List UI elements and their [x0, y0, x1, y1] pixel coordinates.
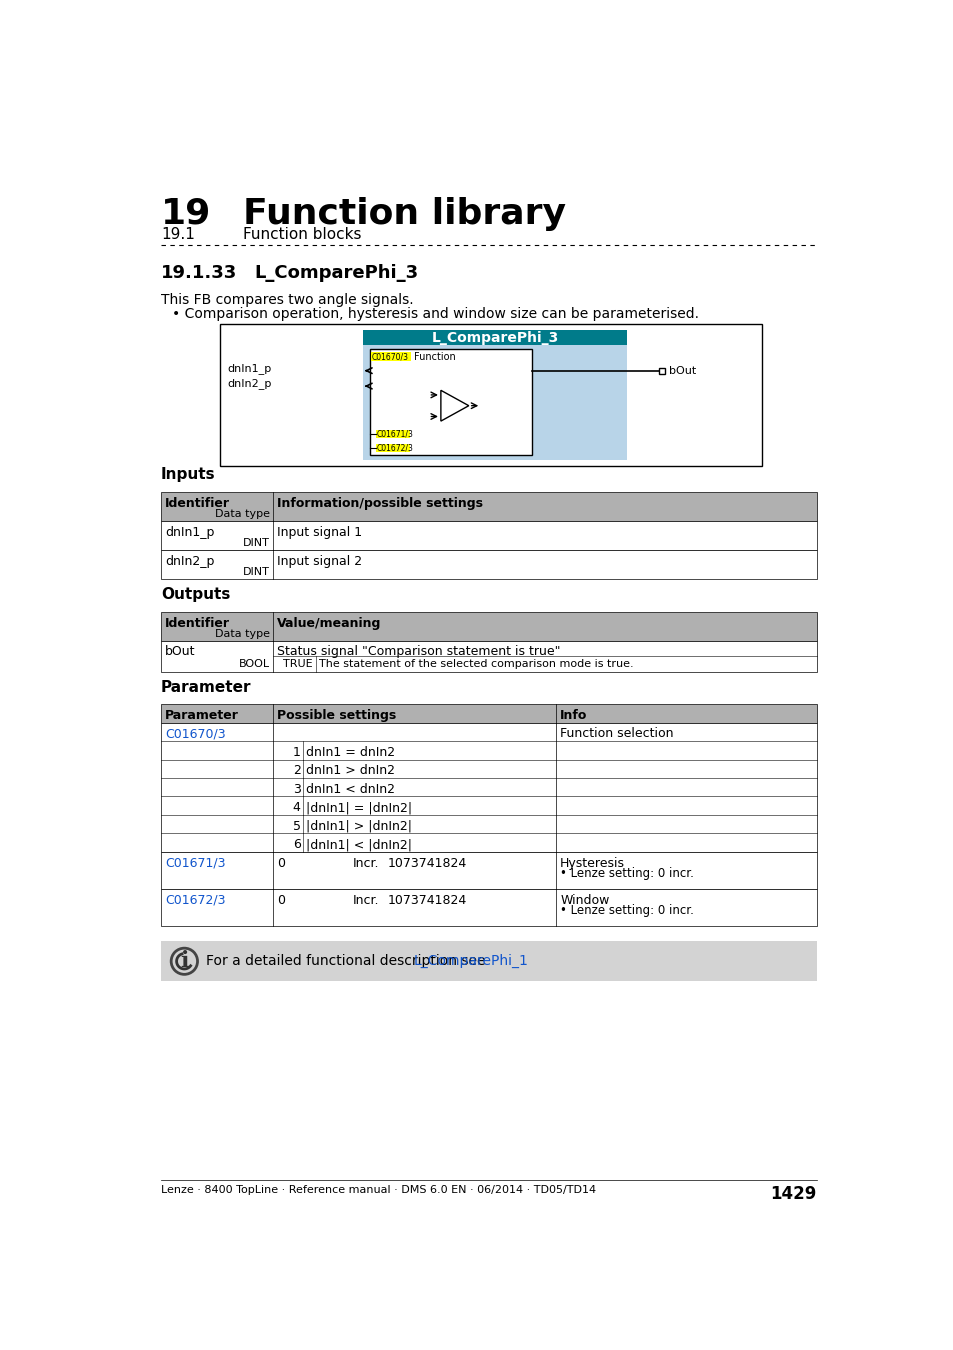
Text: 19.1: 19.1: [161, 227, 194, 242]
Text: • Lenze setting: 0 incr.: • Lenze setting: 0 incr.: [559, 904, 694, 917]
Text: Outputs: Outputs: [161, 587, 231, 602]
Text: Identifier: Identifier: [165, 617, 230, 630]
Text: C01671/3: C01671/3: [376, 429, 413, 439]
Text: 0: 0: [277, 894, 285, 906]
Text: TRUE: TRUE: [283, 659, 313, 670]
FancyBboxPatch shape: [161, 641, 816, 672]
Text: Input signal 1: Input signal 1: [277, 526, 362, 539]
Circle shape: [171, 948, 197, 975]
Text: Parameter: Parameter: [161, 680, 252, 695]
Text: Function blocks: Function blocks: [243, 227, 361, 242]
Text: Possible settings: Possible settings: [277, 710, 396, 722]
Text: ℹ: ℹ: [180, 952, 189, 971]
Text: dnIn2_p: dnIn2_p: [228, 378, 272, 389]
Text: C01672/3: C01672/3: [376, 444, 413, 452]
Text: dnIn1_p: dnIn1_p: [228, 363, 272, 374]
FancyBboxPatch shape: [161, 941, 816, 981]
Text: |dnIn1| > |dnIn2|: |dnIn1| > |dnIn2|: [306, 819, 412, 833]
Text: For a detailed functional description see: For a detailed functional description se…: [206, 954, 490, 968]
Text: Inputs: Inputs: [161, 467, 215, 482]
Text: C01672/3: C01672/3: [165, 894, 225, 906]
Text: Input signal 2: Input signal 2: [277, 555, 362, 568]
Text: Window: Window: [559, 894, 609, 906]
FancyBboxPatch shape: [161, 521, 816, 549]
FancyBboxPatch shape: [659, 369, 664, 374]
Text: 19.1.33: 19.1.33: [161, 263, 237, 282]
Text: 1073741824: 1073741824: [388, 856, 467, 869]
FancyBboxPatch shape: [371, 352, 411, 362]
Text: 1073741824: 1073741824: [388, 894, 467, 906]
Text: Function selection: Function selection: [559, 728, 673, 740]
FancyBboxPatch shape: [369, 350, 532, 455]
Text: • Lenze setting: 0 incr.: • Lenze setting: 0 incr.: [559, 867, 694, 880]
FancyBboxPatch shape: [220, 324, 761, 466]
Text: dnIn1 > dnIn2: dnIn1 > dnIn2: [306, 764, 395, 778]
Text: • Comparison operation, hysteresis and window size can be parameterised.: • Comparison operation, hysteresis and w…: [172, 306, 699, 321]
FancyBboxPatch shape: [363, 329, 626, 460]
Text: Status signal "Comparison statement is true": Status signal "Comparison statement is t…: [277, 645, 560, 657]
Text: BOOL: BOOL: [238, 659, 270, 670]
Text: Lenze · 8400 TopLine · Reference manual · DMS 6.0 EN · 06/2014 · TD05/TD14: Lenze · 8400 TopLine · Reference manual …: [161, 1184, 596, 1195]
Text: L_ComparePhi_3: L_ComparePhi_3: [254, 263, 418, 282]
Text: C01671/3: C01671/3: [165, 856, 225, 869]
Text: 1429: 1429: [770, 1184, 816, 1203]
FancyBboxPatch shape: [161, 549, 816, 579]
Text: DINT: DINT: [242, 537, 270, 548]
Text: Hysteresis: Hysteresis: [559, 856, 624, 869]
Text: 19: 19: [161, 197, 212, 231]
Text: 1: 1: [293, 745, 300, 759]
FancyBboxPatch shape: [161, 705, 816, 722]
FancyBboxPatch shape: [375, 444, 410, 452]
Text: This FB compares two angle signals.: This FB compares two angle signals.: [161, 293, 414, 306]
Text: Value/meaning: Value/meaning: [277, 617, 381, 630]
Text: 6: 6: [293, 838, 300, 850]
Text: 4: 4: [293, 801, 300, 814]
Text: dnIn1 = dnIn2: dnIn1 = dnIn2: [306, 745, 395, 759]
Text: L_ComparePhi_3: L_ComparePhi_3: [431, 331, 558, 344]
FancyBboxPatch shape: [363, 329, 626, 346]
FancyBboxPatch shape: [375, 429, 410, 439]
Text: C01670/3: C01670/3: [165, 728, 225, 740]
FancyBboxPatch shape: [161, 852, 816, 888]
Text: Incr.: Incr.: [353, 856, 379, 869]
Text: dnIn1 < dnIn2: dnIn1 < dnIn2: [306, 783, 395, 795]
Text: |dnIn1| = |dnIn2|: |dnIn1| = |dnIn2|: [306, 801, 412, 814]
FancyBboxPatch shape: [161, 888, 816, 926]
FancyBboxPatch shape: [161, 612, 816, 641]
Text: L_ComparePhi_1: L_ComparePhi_1: [414, 954, 528, 968]
Text: 2: 2: [293, 764, 300, 778]
Text: dnIn1_p: dnIn1_p: [165, 526, 214, 539]
Text: Function library: Function library: [243, 197, 566, 231]
Text: bOut: bOut: [165, 645, 195, 657]
Text: DINT: DINT: [242, 567, 270, 576]
Text: Identifier: Identifier: [165, 497, 230, 510]
Text: Data type: Data type: [214, 629, 270, 639]
Text: bOut: bOut: [668, 366, 696, 375]
Text: 5: 5: [293, 819, 300, 833]
Text: Data type: Data type: [214, 509, 270, 518]
FancyBboxPatch shape: [161, 722, 816, 852]
Text: The statement of the selected comparison mode is true.: The statement of the selected comparison…: [319, 659, 633, 670]
Text: C01670/3: C01670/3: [372, 352, 409, 362]
Text: Incr.: Incr.: [353, 894, 379, 906]
Text: |dnIn1| < |dnIn2|: |dnIn1| < |dnIn2|: [306, 838, 412, 850]
Text: Function: Function: [414, 352, 455, 362]
FancyBboxPatch shape: [161, 491, 816, 521]
Text: Parameter: Parameter: [165, 710, 238, 722]
Text: Information/possible settings: Information/possible settings: [277, 497, 483, 510]
Text: Info: Info: [559, 710, 587, 722]
Text: dnIn2_p: dnIn2_p: [165, 555, 214, 568]
Text: 3: 3: [293, 783, 300, 795]
Text: 0: 0: [277, 856, 285, 869]
